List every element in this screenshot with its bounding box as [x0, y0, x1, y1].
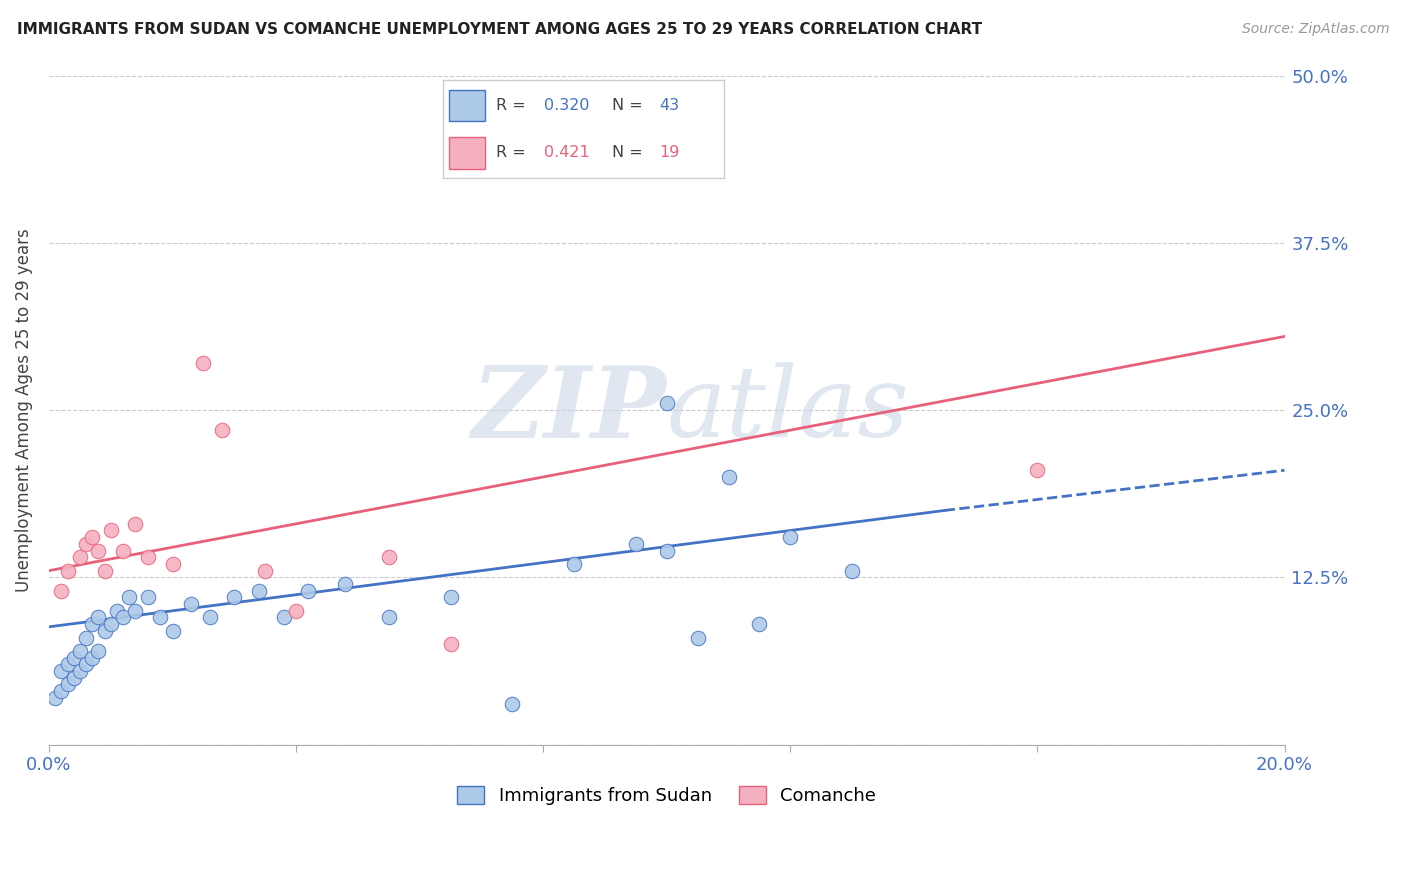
Point [93, 564, 115, 578]
Point [100, 524, 122, 538]
Text: 0.320: 0.320 [544, 98, 589, 112]
Point [297, 583, 319, 598]
Point [211, 423, 233, 437]
Point [273, 610, 295, 624]
Point [93, 624, 115, 638]
Point [82, 530, 104, 544]
Text: 0.421: 0.421 [544, 145, 591, 160]
Point [335, 577, 357, 591]
Point [56, 564, 79, 578]
Text: N =: N = [612, 98, 648, 112]
Point [686, 631, 709, 645]
Point [118, 591, 141, 605]
Point [75, 657, 97, 672]
Text: R =: R = [496, 98, 531, 112]
Point [501, 698, 523, 712]
Point [56, 657, 79, 672]
Point [162, 557, 184, 571]
Point [562, 557, 585, 571]
Point [87, 610, 110, 624]
Legend: Immigrants from Sudan, Comanche: Immigrants from Sudan, Comanche [450, 779, 883, 813]
Point [254, 564, 277, 578]
Text: R =: R = [496, 145, 531, 160]
Point [377, 610, 399, 624]
Point [62, 671, 84, 685]
Point [87, 644, 110, 658]
Text: 43: 43 [659, 98, 679, 112]
Point [69, 550, 91, 565]
Point [655, 396, 678, 410]
Text: atlas: atlas [666, 362, 910, 458]
Point [377, 550, 399, 565]
Point [100, 617, 122, 632]
Point [439, 591, 461, 605]
Point [717, 470, 740, 484]
Point [112, 543, 135, 558]
Point [224, 591, 246, 605]
Point [1026, 463, 1049, 477]
Point [180, 597, 202, 611]
Point [51, 684, 73, 698]
Text: 19: 19 [659, 145, 679, 160]
Text: ZIP: ZIP [472, 362, 666, 458]
Point [193, 356, 215, 370]
Point [62, 650, 84, 665]
Point [136, 550, 159, 565]
Point [75, 537, 97, 551]
Text: IMMIGRANTS FROM SUDAN VS COMANCHE UNEMPLOYMENT AMONG AGES 25 TO 29 YEARS CORRELA: IMMIGRANTS FROM SUDAN VS COMANCHE UNEMPL… [17, 22, 981, 37]
Point [162, 624, 184, 638]
Point [149, 610, 172, 624]
Point [69, 644, 91, 658]
Point [841, 564, 863, 578]
Point [82, 617, 104, 632]
Point [44, 690, 66, 705]
Point [51, 664, 73, 678]
Point [105, 604, 128, 618]
Point [87, 543, 110, 558]
Text: N =: N = [612, 145, 648, 160]
Point [82, 650, 104, 665]
Point [655, 543, 678, 558]
Point [51, 583, 73, 598]
Point [124, 604, 146, 618]
Point [56, 677, 79, 691]
Point [124, 516, 146, 531]
Point [198, 610, 221, 624]
Point [112, 610, 135, 624]
Point [136, 591, 159, 605]
Point [439, 637, 461, 651]
Point [247, 583, 270, 598]
Point [779, 530, 801, 544]
Point [75, 631, 97, 645]
FancyBboxPatch shape [449, 90, 485, 121]
Point [285, 604, 308, 618]
Point [748, 617, 770, 632]
Y-axis label: Unemployment Among Ages 25 to 29 years: Unemployment Among Ages 25 to 29 years [15, 228, 32, 592]
FancyBboxPatch shape [449, 137, 485, 169]
Point [624, 537, 647, 551]
Text: Source: ZipAtlas.com: Source: ZipAtlas.com [1241, 22, 1389, 37]
Point [69, 664, 91, 678]
